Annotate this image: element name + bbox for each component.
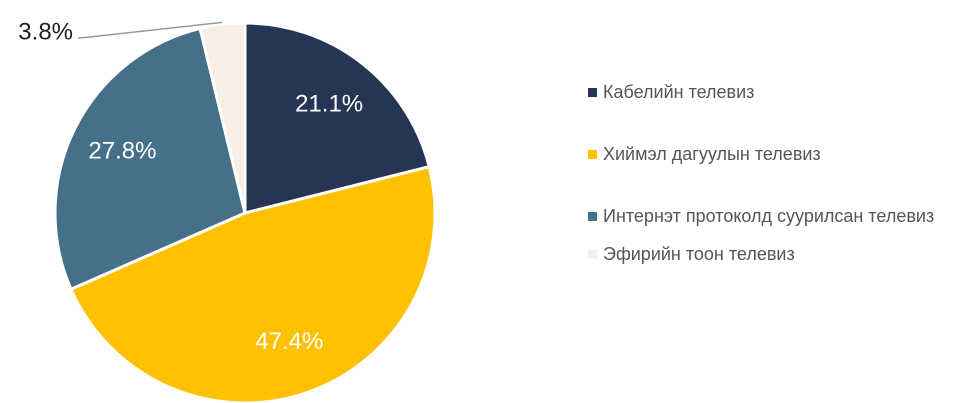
legend-item: Эфирийн тоон телевиз	[584, 242, 954, 266]
pie-slice	[53, 26, 247, 292]
legend-swatch	[588, 150, 597, 159]
data-label: 21.1%	[295, 90, 363, 117]
legend-label: Интернэт протоколд суурилсан телевиз	[603, 206, 935, 226]
legend: Кабелийн телевиз Хиймэл дагуулын телевиз И…	[584, 80, 954, 304]
pie-slice	[198, 21, 247, 214]
data-label: 27.8%	[88, 138, 156, 165]
legend-swatch	[588, 212, 597, 221]
legend-swatch	[588, 88, 597, 97]
data-label: 47.4%	[255, 328, 323, 355]
legend-item: Интернэт протоколд суурилсан телевиз	[584, 204, 954, 228]
leader-line	[77, 21, 223, 39]
legend-label: Эфирийн тоон телевиз	[603, 244, 795, 264]
legend-label: Хиймэл дагуулын телевиз	[603, 144, 821, 164]
legend-swatch	[588, 250, 597, 259]
legend-label: Кабелийн телевиз	[603, 82, 755, 102]
data-label: 3.8%	[18, 18, 73, 45]
legend-item: Хиймэл дагуулын телевиз	[584, 142, 954, 166]
pie-slice	[243, 21, 432, 215]
pie-slice	[68, 164, 437, 403]
legend-item: Кабелийн телевиз	[584, 80, 954, 104]
